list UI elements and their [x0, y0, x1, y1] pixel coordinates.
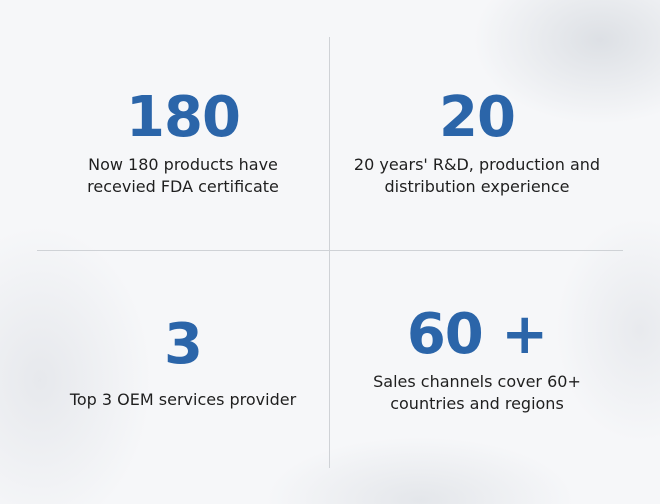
stat-description: Sales channels cover 60+: [373, 372, 581, 391]
stat-description: Now 180 products have: [88, 155, 278, 174]
stat-item: 20 20 years' R&D, production and distribut…: [332, 86, 622, 198]
stat-description: recevied FDA certificate: [87, 177, 279, 196]
stat-item: 60 + Sales channels cover 60+ countries an…: [332, 303, 622, 415]
stat-item: 180 Now 180 products have recevied FDA cer…: [38, 86, 328, 198]
stat-number: 3: [164, 312, 203, 377]
divider-horizontal: [37, 250, 623, 251]
stat-number: 20: [439, 85, 516, 150]
stat-description: distribution experience: [384, 177, 570, 196]
divider-vertical: [329, 37, 330, 468]
stat-number: 60 +: [406, 302, 548, 367]
stat-description: Top 3 OEM services provider: [69, 390, 297, 409]
stat-number: 180: [126, 85, 241, 150]
stat-description: 20 years' R&D, production and: [353, 155, 601, 174]
stat-description: countries and regions: [390, 394, 564, 413]
stat-item: 3 Top 3 OEM services provider: [38, 313, 328, 411]
